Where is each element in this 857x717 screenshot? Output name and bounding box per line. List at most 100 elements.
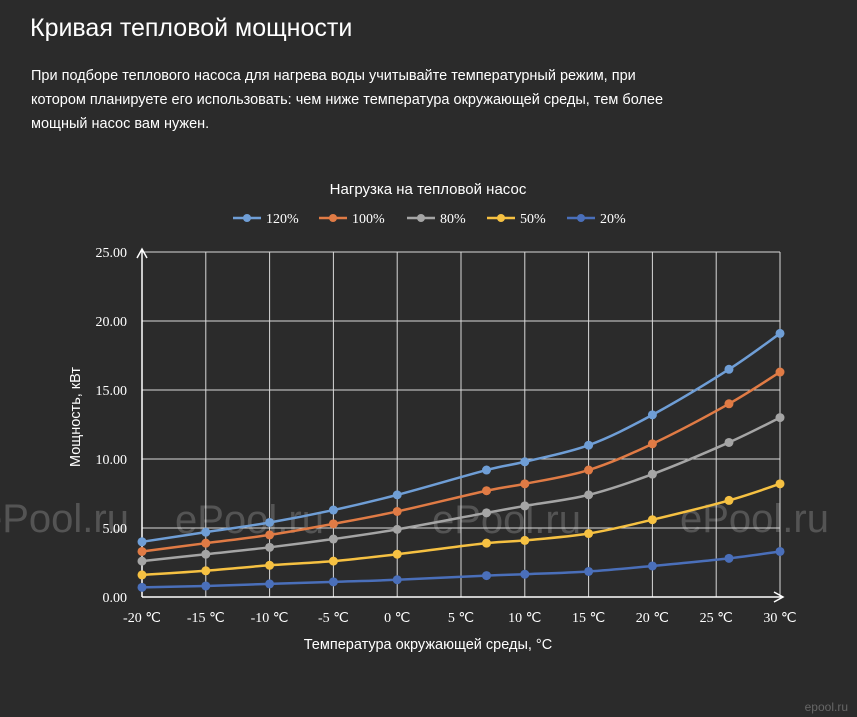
data-point — [647, 439, 657, 449]
data-point — [201, 527, 211, 537]
data-point — [520, 569, 530, 579]
watermark-layer: ePool.ru ePool.ru ePool.ru ePool.ru — [0, 497, 829, 542]
y-axis-arrow — [136, 247, 148, 259]
legend-marker — [243, 214, 251, 222]
series-layer — [137, 328, 785, 592]
legend-item: 80% — [407, 212, 466, 227]
series-50pct — [137, 479, 785, 580]
data-point — [775, 413, 785, 423]
data-point — [137, 582, 147, 592]
legend-item: 120% — [233, 212, 299, 227]
legend-marker — [497, 214, 505, 222]
watermark-text: ePool.ru — [680, 497, 829, 541]
page-title: Кривая тепловой мощности — [30, 14, 353, 42]
data-point — [482, 486, 492, 496]
data-point — [137, 556, 147, 566]
x-tick-label: 10 ℃ — [508, 611, 541, 626]
data-point — [647, 469, 657, 479]
series-120pct — [137, 328, 785, 547]
x-tick-label: 25 ℃ — [700, 611, 733, 626]
legend-label: 80% — [440, 212, 466, 227]
y-tick-label: 20.00 — [96, 315, 128, 330]
data-point — [724, 553, 734, 563]
data-point — [584, 440, 594, 450]
data-point — [520, 501, 530, 511]
data-point — [482, 571, 492, 581]
data-point — [328, 505, 338, 515]
data-point — [392, 549, 402, 559]
data-point — [724, 364, 734, 374]
data-point — [328, 556, 338, 566]
data-point — [201, 566, 211, 576]
data-point — [265, 530, 275, 540]
data-point — [775, 479, 785, 489]
intro-text: При подборе теплового насоса для нагрева… — [31, 68, 664, 132]
y-tick-label: 5.00 — [103, 522, 128, 537]
data-point — [482, 465, 492, 475]
data-point — [392, 524, 402, 534]
data-point — [724, 437, 734, 447]
legend-item: 100% — [319, 212, 385, 227]
data-point — [584, 566, 594, 576]
axes — [136, 247, 785, 603]
series-20pct — [137, 546, 785, 592]
data-point — [520, 535, 530, 545]
data-point — [265, 579, 275, 589]
data-point — [724, 399, 734, 409]
data-point — [584, 529, 594, 539]
watermark-text: ePool.ru — [432, 498, 581, 542]
y-tick-label: 25.00 — [96, 246, 128, 261]
x-tick-label: -5 ℃ — [318, 611, 349, 626]
data-point — [392, 575, 402, 585]
series-80pct — [137, 413, 785, 566]
data-point — [724, 495, 734, 505]
data-point — [392, 490, 402, 500]
x-tick-label: 0 ℃ — [384, 611, 410, 626]
y-tick-label: 0.00 — [103, 591, 128, 606]
legend-marker — [417, 214, 425, 222]
data-point — [201, 549, 211, 559]
data-point — [775, 328, 785, 338]
watermark-text: ePool.ru — [175, 498, 324, 542]
data-point — [584, 490, 594, 500]
x-tick-label: 15 ℃ — [572, 611, 605, 626]
chart-title: Нагрузка на тепловой насос — [330, 181, 527, 198]
y-tick-label: 15.00 — [96, 384, 128, 399]
data-point — [392, 506, 402, 516]
data-point — [775, 367, 785, 377]
data-point — [265, 560, 275, 570]
x-tick-label: -20 ℃ — [123, 611, 161, 626]
data-point — [328, 534, 338, 544]
x-tick-label: -10 ℃ — [251, 611, 289, 626]
data-point — [265, 542, 275, 552]
data-point — [201, 538, 211, 548]
data-point — [520, 457, 530, 467]
legend-marker — [577, 214, 585, 222]
legend-label: 20% — [600, 212, 626, 227]
x-axis-label: Температура окружающей среды, °C — [304, 637, 552, 653]
data-point — [520, 479, 530, 489]
data-point — [137, 537, 147, 547]
y-axis-label: Мощность, кВт — [68, 367, 84, 467]
data-point — [647, 410, 657, 420]
tick-labels: 0.00 5.00 10.00 15.00 20.00 25.00 -20 ℃ -15 ℃ -1… — [96, 246, 797, 626]
legend: 120% 100% 80% 50% 20% — [233, 212, 626, 227]
x-tick-label: 30 ℃ — [763, 611, 796, 626]
data-point — [137, 546, 147, 556]
watermark-text: ePool.ru — [0, 497, 129, 541]
legend-label: 50% — [520, 212, 546, 227]
x-tick-label: 20 ℃ — [636, 611, 669, 626]
legend-marker — [329, 214, 337, 222]
x-tick-label: -15 ℃ — [187, 611, 225, 626]
legend-label: 120% — [266, 212, 299, 227]
series-100pct — [137, 367, 785, 556]
data-point — [201, 581, 211, 591]
data-point — [647, 561, 657, 571]
data-point — [265, 517, 275, 527]
legend-item: 20% — [567, 212, 626, 227]
x-axis-arrow — [773, 591, 785, 603]
y-tick-label: 10.00 — [96, 453, 128, 468]
data-point — [584, 465, 594, 475]
data-point — [775, 546, 785, 556]
